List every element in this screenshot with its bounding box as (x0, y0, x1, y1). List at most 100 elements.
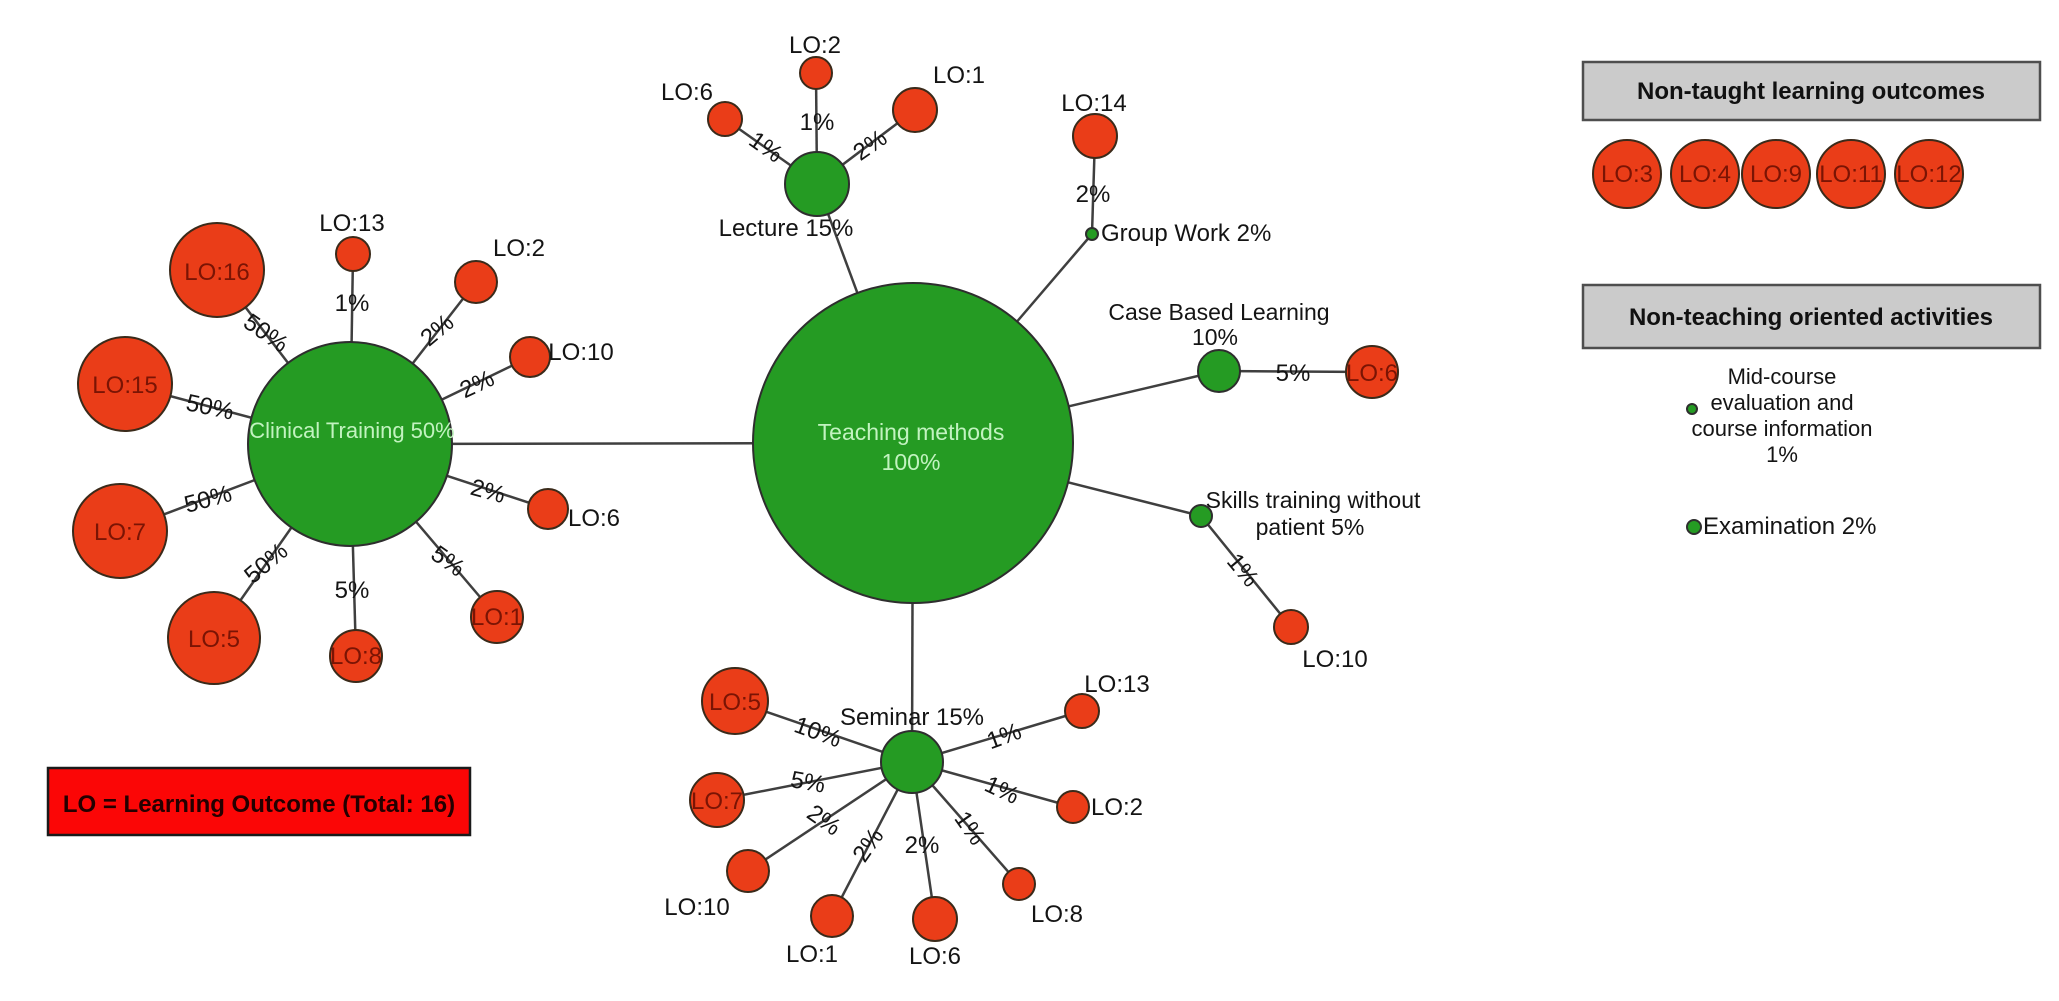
node-clinical-training (247, 341, 453, 547)
node-lecture-lo1 (892, 87, 938, 133)
mid-course-line1: Mid-course (1728, 364, 1837, 389)
label-seminar-lo5: LO:5 (709, 689, 761, 716)
pct-groupwork-lo14: 2% (1076, 181, 1111, 208)
non-teaching-header-box (1581, 283, 2042, 350)
label-nontaught-lo4: LO:4 (1679, 161, 1731, 188)
label-lecture-lo2: LO:2 (789, 32, 841, 59)
label-clinical-lo8: LO:8 (330, 643, 382, 670)
label-nontaught-lo12: LO:12 (1896, 161, 1961, 188)
node-clinical-lo6 (527, 488, 569, 530)
node-skills-training (1189, 504, 1213, 528)
node-seminar-lo5 (701, 667, 769, 735)
node-seminar-lo2 (1056, 790, 1090, 824)
node-clinical-lo2 (454, 260, 498, 304)
non-taught-title: Non-taught learning outcomes (1637, 78, 1985, 105)
pct-seminar-lo10: 2% (802, 799, 846, 841)
node-titles: Teaching methods 100% Clinical Training … (249, 215, 1421, 731)
label-seminar-lo7: LO:7 (691, 788, 743, 815)
panel-non-teaching: Non-teaching oriented activities Mid-cou… (1581, 283, 2042, 540)
pct-clinical-lo6: 2% (468, 474, 508, 509)
node-clinical-lo10 (509, 336, 551, 378)
pct-seminar-lo2: 1% (980, 771, 1023, 810)
label-lecture-lo6: LO:6 (661, 79, 713, 106)
teaching-label-line1: Teaching methods (818, 419, 1005, 445)
non-teaching-title: Non-teaching oriented activities (1629, 304, 1993, 331)
node-group-work (1085, 227, 1099, 241)
node-lecture-lo2 (799, 56, 833, 90)
groupwork-cluster-labels: LO:14 2% (1061, 90, 1126, 208)
non-taught-header-box (1581, 60, 2042, 122)
edge-seminar-lo7 (716, 760, 913, 802)
pct-clinical-lo13: 1% (335, 290, 370, 317)
pct-seminar-lo6: 2% (905, 832, 940, 859)
node-seminar-lo6 (912, 896, 958, 942)
node-seminar-lo13 (1064, 693, 1100, 729)
node-clinical-lo1 (470, 590, 524, 644)
label-skills-lo10: LO:10 (1302, 646, 1367, 673)
label-nontaught-lo11: LO:11 (1819, 161, 1883, 188)
node-seminar-lo10 (726, 849, 770, 893)
label-seminar-lo6: LO:6 (909, 943, 961, 970)
pct-lecture-lo2: 1% (800, 109, 835, 136)
examination-label: Examination 2% (1703, 513, 1876, 540)
edge-skills-lo10 (1200, 515, 1292, 628)
label-clinical-lo2: LO:2 (493, 235, 545, 262)
clinical-label: Clinical Training 50% (249, 418, 454, 443)
node-clinical-lo13 (335, 236, 371, 272)
mid-course-line3: course information (1692, 416, 1873, 441)
case-based-label-line2: 10% (1192, 324, 1238, 350)
label-nontaught-lo3: LO:3 (1601, 161, 1653, 188)
label-seminar-lo1: LO:1 (786, 941, 838, 968)
legend-box (46, 766, 472, 837)
group-work-label: Group Work 2% (1101, 220, 1271, 247)
pct-seminar-lo7: 5% (788, 766, 827, 799)
node-seminar (880, 730, 944, 794)
pct-clinical-lo2: 2% (415, 309, 459, 352)
label-seminar-lo13: LO:13 (1084, 671, 1149, 698)
node-lecture-lo6 (707, 101, 743, 137)
mid-course-line4: 1% (1766, 442, 1798, 467)
panel-non-taught: Non-taught learning outcomes LO:3 LO:4 L… (1581, 60, 2042, 209)
node-nontaught-lo12 (1894, 139, 1964, 209)
case-based-label-line1: Case Based Learning (1108, 299, 1329, 325)
skills-label-line2: patient 5% (1256, 514, 1365, 540)
lecture-cluster-labels: LO:6 1% LO:2 1% LO:1 2% (661, 32, 985, 168)
edge-seminar-lo10 (747, 760, 913, 873)
legend-label: LO = Learning Outcome (Total: 16) (63, 791, 455, 818)
node-nontaught-lo9 (1741, 139, 1811, 209)
pct-clinical-lo7: 50% (181, 480, 234, 519)
pct-clinical-lo15: 50% (184, 389, 237, 425)
label-clinical-lo13: LO:13 (319, 210, 384, 237)
label-clinical-lo6: LO:6 (568, 505, 620, 532)
node-nontaught-lo3 (1592, 139, 1662, 209)
node-casebased-lo6 (1345, 345, 1399, 399)
node-examination-dot (1686, 519, 1702, 535)
label-clinical-lo15: LO:15 (92, 372, 157, 399)
label-clinical-lo16: LO:16 (184, 259, 249, 286)
nodes (72, 56, 1399, 942)
pct-seminar-lo1: 2% (847, 823, 889, 867)
label-seminar-lo8: LO:8 (1031, 901, 1083, 928)
node-skills-lo10 (1273, 609, 1309, 645)
lecture-label: Lecture 15% (719, 215, 854, 242)
skills-label-line1: Skills training without (1206, 487, 1421, 513)
label-seminar-lo10: LO:10 (664, 894, 729, 921)
label-clinical-lo5: LO:5 (188, 626, 240, 653)
teaching-label-line2: 100% (882, 449, 941, 475)
node-case-based-learning (1197, 349, 1241, 393)
node-clinical-lo5 (167, 591, 261, 685)
node-nontaught-lo11 (1816, 139, 1886, 209)
node-mid-course-dot (1686, 403, 1698, 415)
node-clinical-lo7 (72, 483, 168, 579)
label-clinical-lo1: LO:1 (471, 604, 523, 631)
label-groupwork-lo14: LO:14 (1061, 90, 1126, 117)
label-clinical-lo10: LO:10 (548, 339, 613, 366)
label-clinical-lo7: LO:7 (94, 519, 146, 546)
label-nontaught-lo9: LO:9 (1750, 161, 1802, 188)
node-lecture (784, 151, 850, 217)
pct-lecture-lo6: 1% (744, 126, 788, 168)
pct-seminar-lo5: 10% (791, 712, 845, 754)
label-seminar-lo2: LO:2 (1091, 794, 1143, 821)
